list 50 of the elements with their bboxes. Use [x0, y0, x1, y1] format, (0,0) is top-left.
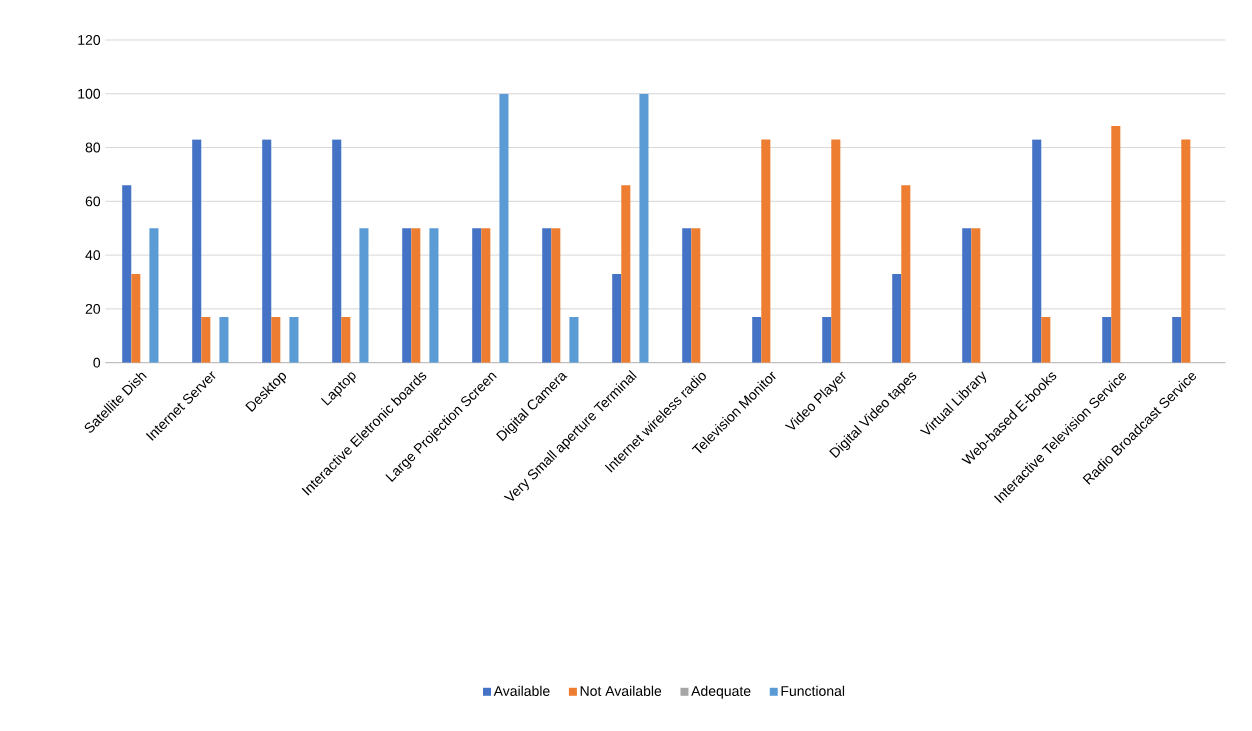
y-tick-label: 100 — [78, 89, 101, 99]
bar — [289, 317, 299, 363]
bar — [481, 228, 491, 363]
y-tick-label: 120 — [78, 35, 101, 46]
bar — [359, 228, 369, 363]
bar — [691, 228, 701, 363]
bar — [1032, 139, 1042, 363]
bar — [122, 185, 132, 363]
bar — [271, 317, 281, 363]
bar — [411, 228, 421, 363]
bar — [612, 274, 622, 363]
bar — [822, 317, 832, 363]
y-tick-label: 20 — [85, 304, 101, 315]
bar — [402, 228, 412, 363]
bar — [1172, 317, 1182, 363]
bar — [761, 139, 771, 363]
bar — [892, 274, 902, 363]
bar — [262, 139, 272, 363]
bar — [831, 139, 841, 363]
bar — [569, 317, 579, 363]
bar — [752, 317, 762, 363]
y-tick-label: 60 — [85, 196, 101, 207]
bar — [901, 185, 911, 363]
bar — [341, 317, 351, 363]
bar — [192, 139, 202, 363]
y-tick-label: 40 — [85, 250, 101, 261]
legend-label: Functional — [781, 685, 845, 697]
bar — [499, 93, 509, 363]
bar — [639, 93, 649, 363]
bar — [551, 228, 561, 363]
bar — [1181, 139, 1191, 363]
y-tick-label: 80 — [85, 142, 101, 153]
bar — [219, 317, 229, 363]
bar — [1111, 126, 1121, 363]
legend-label: Adequate — [691, 685, 751, 699]
bar — [1041, 317, 1051, 363]
bar — [201, 317, 211, 363]
legend-label: Not Available — [580, 685, 662, 697]
bar — [542, 228, 552, 363]
bar — [1102, 317, 1112, 363]
bar — [621, 185, 631, 363]
bar — [682, 228, 692, 363]
y-tick-label: 0 — [93, 357, 101, 368]
bar — [429, 228, 439, 363]
legend-label: Available — [493, 685, 550, 697]
bar — [971, 228, 981, 363]
bar — [149, 228, 159, 363]
bar — [962, 228, 972, 363]
bar — [332, 139, 342, 363]
bar — [472, 228, 482, 363]
